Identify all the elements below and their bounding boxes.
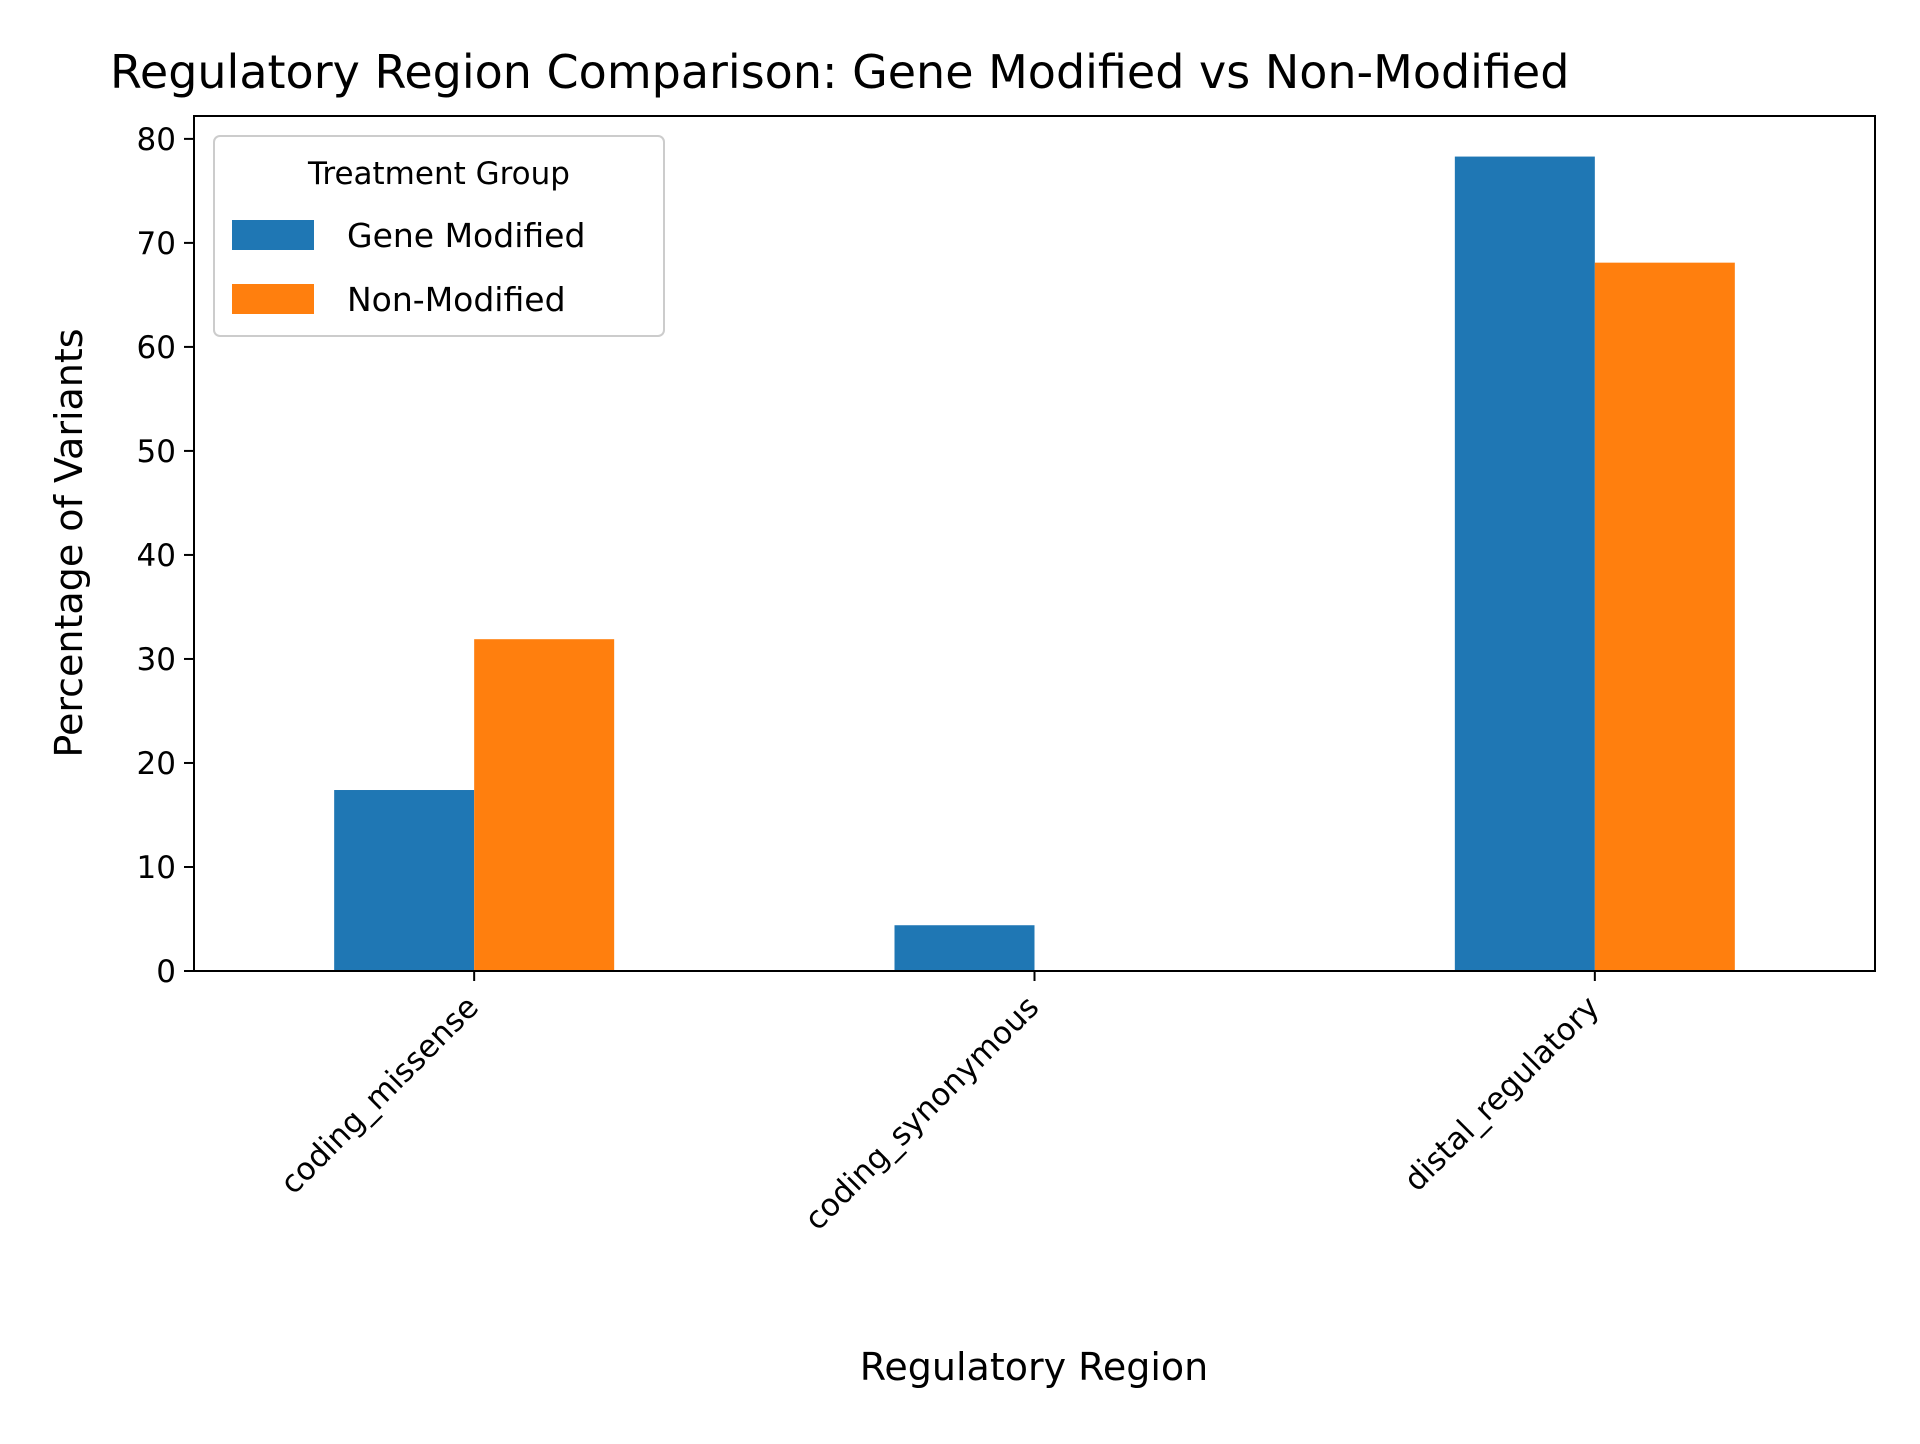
y-tick-label: 70 xyxy=(137,226,176,262)
y-tick-label: 20 xyxy=(137,746,176,782)
y-tick-label: 60 xyxy=(137,330,176,366)
legend: Treatment Group Gene Modified Non-Modified xyxy=(213,135,665,337)
y-tick-label: 50 xyxy=(137,434,176,470)
legend-title: Treatment Group xyxy=(307,156,570,192)
bar xyxy=(894,925,1035,971)
bar xyxy=(1594,262,1735,971)
x-axis-label: Regulatory Region xyxy=(860,1345,1209,1389)
y-tick-label: 40 xyxy=(137,538,176,574)
y-tick-label: 0 xyxy=(156,954,176,990)
bars-layer xyxy=(334,156,1735,972)
bar xyxy=(474,639,615,971)
bar xyxy=(1454,156,1595,972)
legend-box xyxy=(213,135,665,337)
y-tick-label: 30 xyxy=(137,642,176,678)
legend-swatch xyxy=(232,284,314,314)
chart-title: Regulatory Region Comparison: Gene Modif… xyxy=(110,45,1569,99)
bar xyxy=(334,790,475,971)
legend-entry-label: Gene Modified xyxy=(347,216,585,255)
legend-swatch xyxy=(232,220,314,250)
y-tick-label: 10 xyxy=(137,850,176,886)
y-tick-label: 80 xyxy=(137,122,176,158)
plot-frame xyxy=(193,115,1876,972)
y-axis-label: Percentage of Variants xyxy=(47,328,91,757)
y-axis: 0 10 20 30 40 50 60 70 80 xyxy=(137,122,194,990)
legend-entry-label: Non-Modified xyxy=(347,280,566,319)
